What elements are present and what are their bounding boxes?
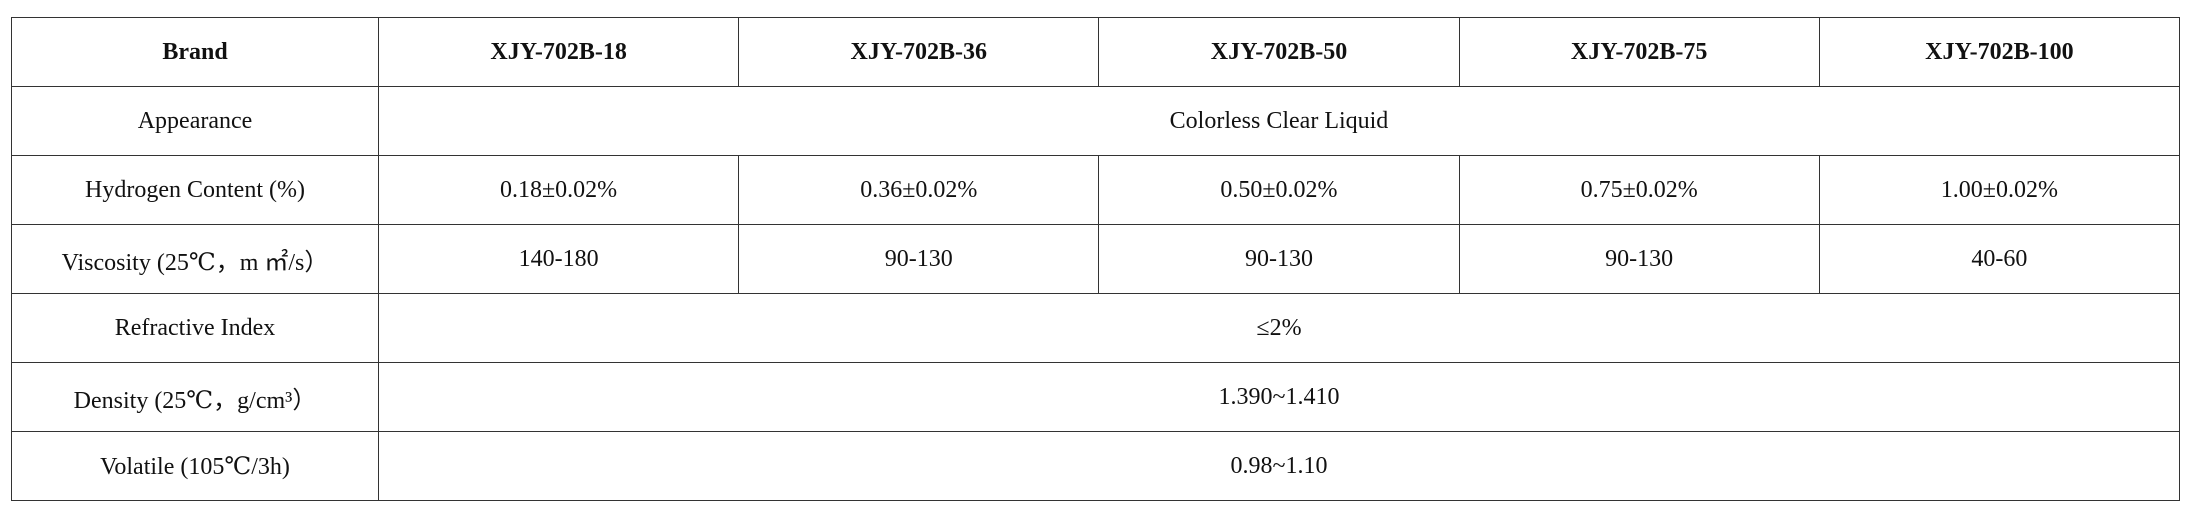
cell: 1.390~1.410: [378, 362, 2180, 432]
table-row: Refractive Index ≤2%: [11, 293, 2180, 363]
row-label: Hydrogen Content (%): [11, 155, 379, 225]
table-row: Density (25℃，g/cm³） 1.390~1.410: [11, 362, 2180, 432]
cell: 0.75±0.02%: [1458, 155, 1820, 225]
row-label: Volatile (105℃/3h): [11, 431, 379, 501]
table-row: Volatile (105℃/3h) 0.98~1.10: [11, 431, 2180, 501]
cell: 0.36±0.02%: [738, 155, 1100, 225]
table-row: Viscosity (25℃，m ㎡/s） 140-180 90-130 90-130…: [11, 224, 2181, 294]
row-label: Appearance: [11, 86, 379, 156]
spec-table: Brand XJY-702B-18 XJY-702B-36 XJY-702B-50 XJ…: [11, 17, 2181, 501]
cell: 0.50±0.02%: [1098, 155, 1460, 225]
cell: 90-130: [1458, 224, 1820, 294]
header-cell: Brand: [11, 17, 379, 87]
header-cell: XJY-702B-18: [377, 17, 740, 87]
header-cell: XJY-702B-75: [1458, 17, 1820, 87]
cell: 40-60: [1818, 224, 2181, 294]
row-label: Refractive Index: [11, 293, 379, 363]
cell: 0.98~1.10: [378, 431, 2180, 501]
cell: ≤2%: [378, 293, 2180, 363]
cell: 0.18±0.02%: [377, 155, 740, 225]
header-cell: XJY-702B-100: [1818, 17, 2181, 87]
row-label: Viscosity (25℃，m ㎡/s）: [11, 224, 379, 294]
cell: 90-130: [1098, 224, 1460, 294]
cell: 140-180: [377, 224, 740, 294]
header-row: Brand XJY-702B-18 XJY-702B-36 XJY-702B-50 XJ…: [11, 17, 2181, 87]
cell: Colorless Clear Liquid: [378, 86, 2180, 156]
header-cell: XJY-702B-50: [1098, 17, 1460, 87]
table-row: Hydrogen Content (%) 0.18±0.02% 0.36±0.02%…: [11, 155, 2181, 225]
table-row: Appearance Colorless Clear Liquid: [11, 86, 2180, 156]
cell: 90-130: [738, 224, 1100, 294]
cell: 1.00±0.02%: [1818, 155, 2181, 225]
row-label: Density (25℃，g/cm³）: [11, 362, 379, 432]
header-cell: XJY-702B-36: [738, 17, 1100, 87]
